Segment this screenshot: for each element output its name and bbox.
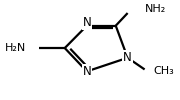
Text: N: N	[123, 51, 132, 64]
Text: NH₂: NH₂	[145, 4, 166, 14]
Text: N: N	[82, 16, 91, 29]
Text: CH₃: CH₃	[153, 66, 174, 76]
Text: H₂N: H₂N	[4, 43, 26, 53]
Text: N: N	[82, 65, 91, 78]
